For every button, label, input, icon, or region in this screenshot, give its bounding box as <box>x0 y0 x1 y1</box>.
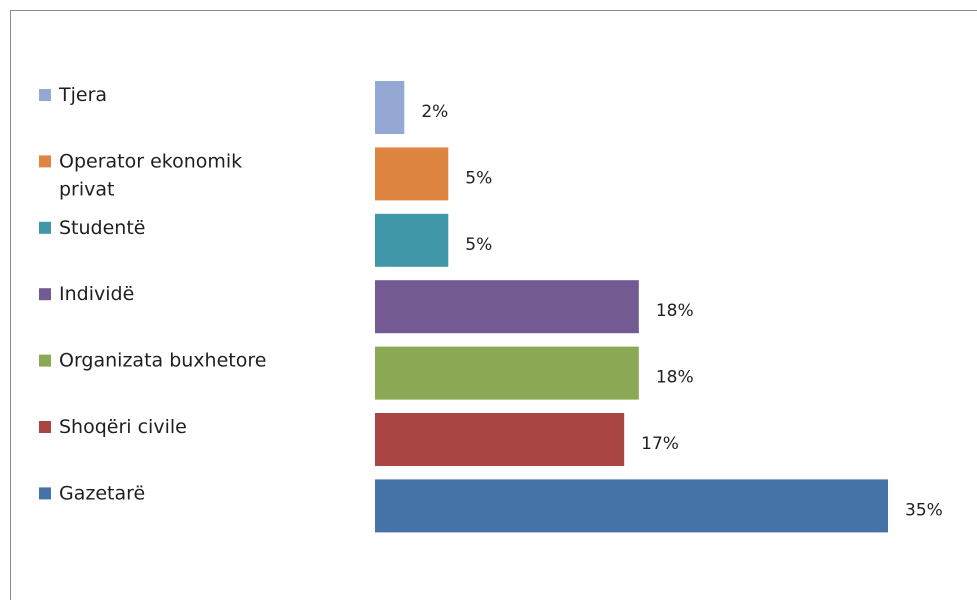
value-label-gazetare: 35% <box>905 500 943 520</box>
legend-label-individe: Individë <box>59 283 134 305</box>
legend-label-tjera: Tjera <box>58 84 107 106</box>
bar-operator-ekonomik-privat <box>375 147 449 201</box>
legend-swatch-studente <box>39 221 51 234</box>
value-label-individe: 18% <box>656 301 694 321</box>
legend-swatch-individe <box>39 288 51 301</box>
bar-organizata-buxhetore <box>375 346 639 400</box>
bar-individe <box>375 280 639 334</box>
legend-label-studente: Studentë <box>59 217 145 239</box>
legend-label-shoqeri-civile: Shoqëri civile <box>59 416 187 438</box>
legend-label-organizata-buxhetore: Organizata buxhetore <box>59 350 266 372</box>
bar-tjera <box>375 81 405 134</box>
value-labels: 2% 5% 5% 18% 18% 17% 35% <box>421 102 942 520</box>
value-label-organizata-buxhetore: 18% <box>656 368 694 388</box>
bar-shoqeri-civile <box>375 413 625 466</box>
bars <box>375 81 888 533</box>
value-label-studente: 5% <box>465 235 492 255</box>
legend-swatch-organizata-buxhetore <box>39 354 51 367</box>
legend-label-operator-ekonomik-privat-line-2: privat <box>59 178 115 200</box>
bar-studente <box>375 213 449 267</box>
legend-swatch-operator-ekonomik-privat <box>39 155 51 168</box>
bar-gazetare <box>375 479 888 533</box>
value-label-shoqeri-civile: 17% <box>641 434 679 454</box>
legend: Tjera Operator ekonomik privat Studentë Indi… <box>39 84 266 504</box>
legend-swatch-tjera <box>39 89 51 101</box>
legend-swatch-gazetare <box>39 487 51 500</box>
legend-swatch-shoqeri-civile <box>39 421 51 433</box>
value-label-tjera: 2% <box>421 102 448 122</box>
legend-label-gazetare: Gazetarë <box>59 482 145 504</box>
legend-label-operator-ekonomik-privat-line-1: Operator ekonomik <box>59 150 242 172</box>
value-label-operator-ekonomik-privat: 5% <box>465 168 492 188</box>
